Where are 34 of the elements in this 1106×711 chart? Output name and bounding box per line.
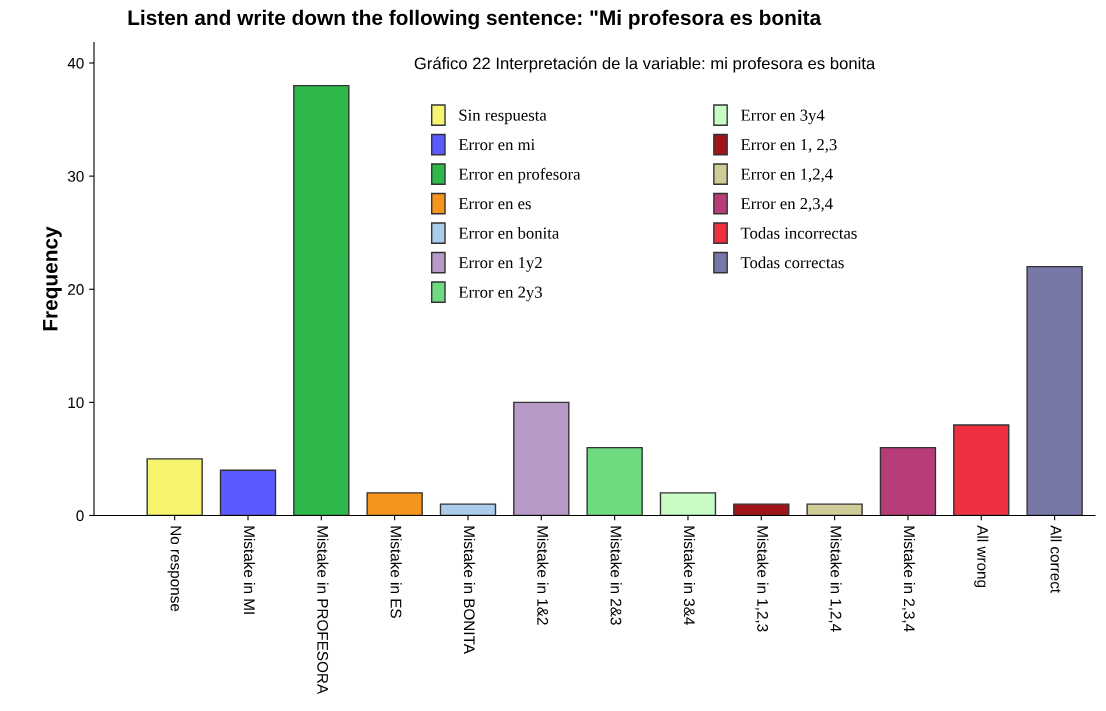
legend-label: Todas correctas	[740, 256, 844, 269]
x-tick-label: Mistake in PROFESORA	[317, 526, 329, 695]
legend-label: Error en mi	[458, 139, 535, 151]
y-axis-title: Frequency	[43, 226, 62, 331]
legend-label: Error en 2,3,4	[740, 198, 833, 212]
legend-label: Error en 3y4	[740, 109, 825, 125]
legend-label: Error en es	[458, 198, 531, 210]
y-tick-label: 10	[68, 397, 84, 409]
x-tick-label: All correct	[1050, 525, 1062, 593]
x-tick-label: Mistake in 1,2,3	[755, 526, 769, 632]
legend-label: Error en profesora	[458, 167, 581, 184]
x-tick-label: Mistake in 2,3,4	[902, 526, 916, 632]
x-tick-label: Mistake in BONITA	[463, 526, 476, 654]
legend-label: Sin respuesta	[459, 109, 547, 125]
legend-label: Todas incorrectas	[740, 227, 857, 239]
x-tick-label: Mistake in 3&4	[683, 526, 696, 625]
y-tick-label: 40	[67, 57, 84, 69]
chart-title: Listen and write down the following sentence: "Mi profesora es bonita	[128, 9, 822, 30]
x-tick-label: No response	[167, 526, 182, 612]
annotation: Gráfico 22 Interpretación de la variable: mi profesora es bonita	[414, 56, 876, 73]
y-tick-label: 0	[76, 510, 84, 522]
x-tick-label: Mistake in MI	[243, 526, 256, 614]
legend-label: Error en 1y2	[458, 257, 542, 272]
legend-label: Error en 1,2,4	[740, 168, 833, 183]
x-tick-label: Mistake in 1&2	[537, 526, 549, 625]
legend-label: Error en bonita	[458, 227, 560, 239]
x-tick-label: Mistake in ES	[390, 526, 402, 618]
legend-label: Error en 2y3	[458, 286, 542, 302]
y-tick-label: 30	[67, 171, 84, 182]
x-tick-label: Mistake in 2&3	[610, 526, 622, 625]
legend-label: Error en 1, 2,3	[740, 139, 837, 153]
x-tick-label: Mistake in 1,2,4	[828, 526, 842, 632]
x-tick-label: All wrong	[974, 525, 989, 588]
y-tick-label: 20	[68, 284, 84, 295]
